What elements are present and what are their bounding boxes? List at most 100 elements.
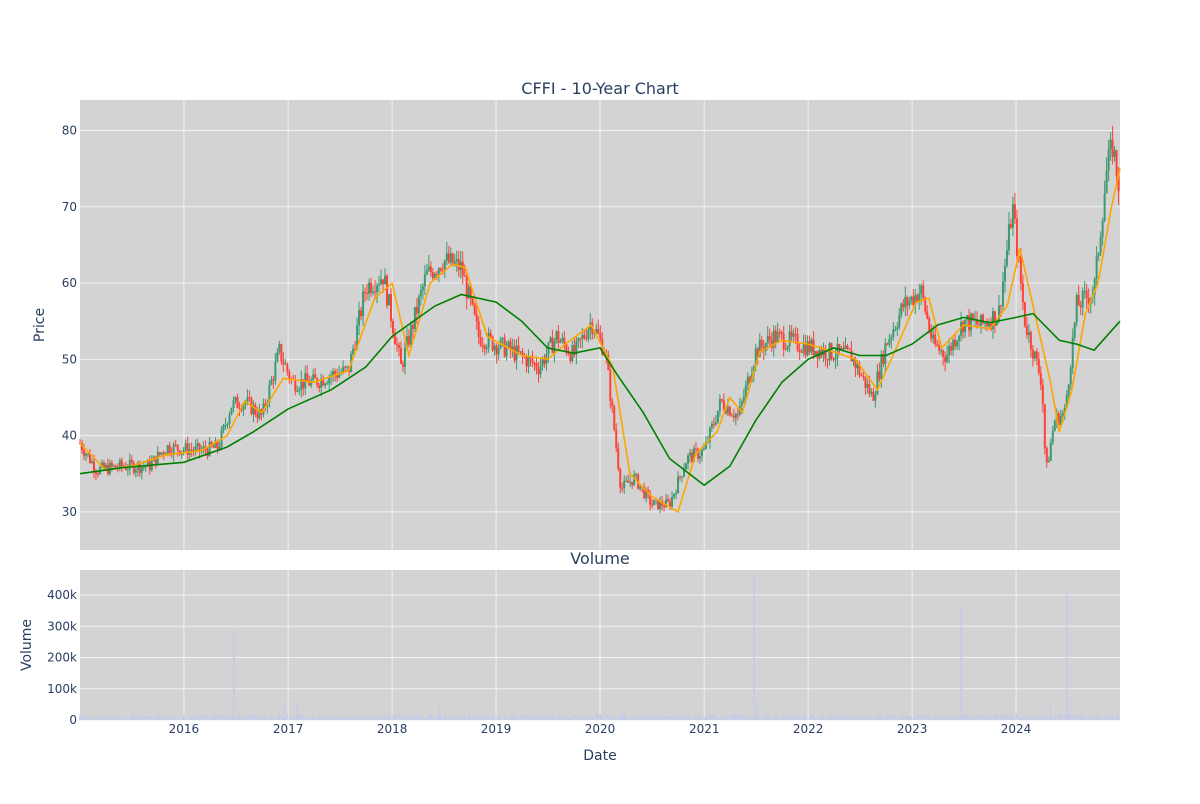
volume-bar xyxy=(643,718,645,720)
candle xyxy=(872,387,875,401)
candle-body xyxy=(876,371,879,395)
candle xyxy=(621,482,624,492)
candle xyxy=(712,417,715,429)
candle-body xyxy=(671,496,674,507)
candle-body xyxy=(302,379,305,389)
volume-bar xyxy=(276,716,279,720)
candle-body xyxy=(734,414,737,418)
volume-bar xyxy=(784,716,787,720)
candle-body xyxy=(914,295,917,306)
x-tick-label: 2019 xyxy=(481,722,512,736)
candle xyxy=(673,493,676,500)
candle-body xyxy=(435,274,438,276)
candle-body xyxy=(659,501,662,509)
candle-body xyxy=(557,331,560,343)
candle-body xyxy=(1035,351,1038,360)
volume-bar xyxy=(350,717,352,720)
volume-bar xyxy=(986,714,988,720)
price-grid xyxy=(80,100,1120,550)
volume-bar xyxy=(804,715,807,720)
candle-body xyxy=(677,476,680,494)
candle xyxy=(1081,287,1084,316)
volume-bar xyxy=(1101,717,1104,720)
volume-bar xyxy=(575,714,578,720)
volume-bar xyxy=(1091,715,1094,720)
volume-spike-bar xyxy=(960,607,963,720)
candle-body xyxy=(389,294,392,322)
candle xyxy=(643,482,646,500)
volume-bar xyxy=(1061,714,1064,720)
candle xyxy=(1071,328,1074,375)
volume-bar xyxy=(131,714,133,720)
volume-bar xyxy=(553,717,556,720)
volume-bar xyxy=(266,718,269,720)
candle-body xyxy=(675,493,678,495)
volume-spike-bar xyxy=(283,705,286,720)
volume-bar xyxy=(762,714,765,720)
candle-body xyxy=(288,371,291,379)
volume-bar xyxy=(1059,714,1062,720)
candle xyxy=(248,390,251,402)
volume-bar xyxy=(864,713,867,720)
candle-body xyxy=(732,415,735,418)
candle-body xyxy=(451,253,454,265)
candle-body xyxy=(852,358,855,362)
candle xyxy=(1077,285,1080,307)
candle xyxy=(1097,251,1100,261)
volume-bar xyxy=(220,715,223,720)
candle xyxy=(236,393,239,409)
volume-bar xyxy=(455,716,458,720)
candle-body xyxy=(487,332,490,348)
candle-body xyxy=(415,307,418,314)
volume-bar xyxy=(226,717,229,720)
candle xyxy=(1015,209,1018,268)
candle-body xyxy=(439,268,442,271)
volume-bar xyxy=(527,714,530,720)
candle-body xyxy=(431,272,434,278)
volume-spike-bar xyxy=(1066,590,1068,720)
candle-body xyxy=(453,261,456,265)
volume-bar xyxy=(982,714,984,720)
candle xyxy=(790,324,793,343)
volume-bar xyxy=(451,715,454,720)
candle xyxy=(1011,196,1014,236)
volume-bar xyxy=(87,718,89,720)
candle-body xyxy=(387,294,390,306)
volume-y-tick-label: 200k xyxy=(47,651,77,665)
volume-bar xyxy=(874,715,877,720)
candle-body xyxy=(1021,283,1024,302)
candle-body xyxy=(1045,447,1048,463)
volume-bar xyxy=(790,716,793,720)
candle xyxy=(896,322,899,337)
volume-bar xyxy=(715,714,717,720)
volume-bar xyxy=(788,714,791,720)
candle-body xyxy=(1061,412,1064,417)
volume-bar xyxy=(168,716,171,720)
volume-bar xyxy=(836,715,839,720)
volume-bar xyxy=(430,713,432,720)
candle xyxy=(527,349,530,374)
candle-body xyxy=(517,345,520,352)
candle-body xyxy=(573,345,576,355)
candle xyxy=(385,273,388,309)
volume-bar xyxy=(539,717,542,720)
candle-body xyxy=(393,333,396,345)
candle-body xyxy=(505,347,508,357)
candle xyxy=(942,349,945,366)
volume-bar xyxy=(832,715,835,720)
volume-bar xyxy=(607,715,610,720)
candle-body xyxy=(298,389,301,392)
candle xyxy=(495,343,498,364)
candle xyxy=(437,266,440,283)
candle xyxy=(196,438,199,453)
candle-body xyxy=(724,409,727,414)
candle-body xyxy=(172,444,175,455)
volume-bar xyxy=(344,715,346,720)
volume-bar xyxy=(549,713,552,720)
candle-body xyxy=(834,357,837,360)
volume-bar xyxy=(840,713,843,720)
volume-bar xyxy=(914,715,917,720)
volume-bar xyxy=(340,716,342,720)
candle-body xyxy=(208,441,211,456)
candle xyxy=(623,475,626,494)
